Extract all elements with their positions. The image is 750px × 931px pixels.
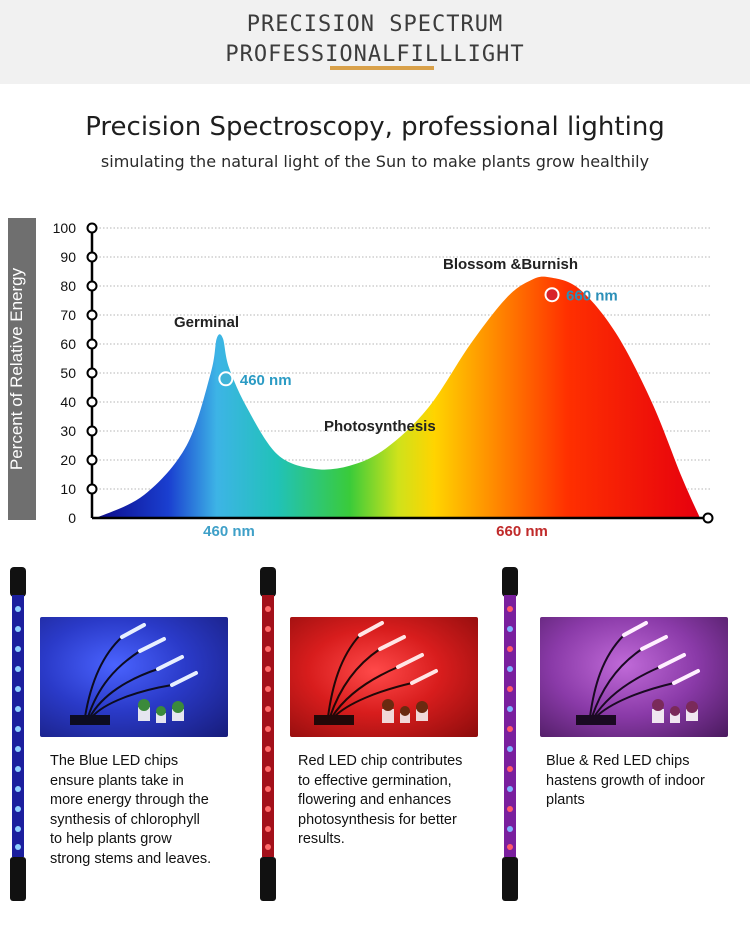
spectrum-area [96, 276, 700, 518]
blue-caption: The Blue LED chips ensure plants take in… [50, 752, 211, 869]
banner-underline [330, 66, 434, 70]
y-axis-label: Percent of Relative Energy [7, 267, 26, 470]
caption-line: The Blue LED chips [50, 753, 179, 769]
caption-line: flowering and enhances [298, 792, 452, 808]
red-led-bar [260, 567, 276, 901]
y-tick-label: 30 [60, 423, 76, 439]
blue-red-led-bar [502, 567, 518, 901]
x-axis-end-marker [702, 512, 714, 524]
banner-line-2: PROFESSIONALFILLLIGHT [225, 42, 525, 67]
y-tick-label: 60 [60, 336, 76, 352]
caption-line: ensure plants take in [50, 772, 184, 789]
led-panels-row: The Blue LED chips ensure plants take in… [0, 565, 750, 925]
caption-line: photosynthesis for better [298, 811, 457, 828]
point-label-660nm: 660 nm [566, 288, 618, 305]
y-tick-label: 90 [60, 249, 76, 265]
germinal-label: Germinal [174, 314, 239, 331]
y-tick-label: 50 [60, 365, 76, 381]
y-axis-label-box [8, 218, 36, 520]
y-tick-marker [86, 251, 98, 263]
banner-line-1: PRECISION SPECTRUM [246, 12, 504, 37]
y-tick-label: 0 [68, 510, 76, 526]
y-tick-label: 40 [60, 394, 76, 410]
caption-line: strong stems and leaves. [50, 850, 212, 867]
point-label-460nm: 460 nm [240, 372, 292, 389]
y-tick-marker [86, 222, 98, 234]
blossom-label: Blossom &Burnish [443, 256, 578, 273]
caption-line: plants [546, 792, 585, 808]
y-tick-label: 20 [60, 452, 76, 468]
blue-red-light-photo [540, 617, 728, 737]
caption-line: more energy through the [50, 792, 209, 808]
page-title: Precision Spectroscopy, professional lig… [85, 112, 665, 142]
y-tick-marker [86, 367, 98, 379]
y-tick-marker [86, 309, 98, 321]
point-660nm [544, 287, 560, 303]
caption-line: hastens growth of indoor [546, 772, 705, 789]
y-tick-label: 100 [53, 220, 77, 236]
y-tick-label: 70 [60, 307, 76, 323]
red-caption: Red LED chip contributes to effective ge… [298, 752, 462, 850]
y-tick-marker [86, 396, 98, 408]
blue-led-bar [10, 567, 26, 901]
y-tick-marker [86, 483, 98, 495]
spectrum-chart: Percent of Relative Energy 100 90 80 70 60 50… [0, 210, 750, 550]
page-subtitle: simulating the natural light of the Sun … [100, 152, 650, 171]
blue-light-photo [40, 617, 228, 737]
title-banner: PRECISION SPECTRUM PROFESSIONALFILLLIGHT [0, 0, 750, 84]
red-light-photo [290, 617, 478, 737]
caption-line: to effective germination, [298, 772, 452, 789]
y-tick-marker [86, 280, 98, 292]
y-tick-label: 80 [60, 278, 76, 294]
spectrum-chart-svg: Percent of Relative Energy 1009080706050… [7, 218, 714, 540]
x-tick-label-460: 460 nm [203, 523, 255, 540]
caption-line: synthesis of chlorophyll [50, 811, 200, 828]
x-tick-label-660: 660 nm [496, 523, 548, 540]
y-tick-marker [86, 425, 98, 437]
blue-red-caption: Blue & Red LED chips hastens growth of i… [546, 752, 705, 811]
caption-line: to help plants grow [50, 831, 172, 847]
caption-line: results. [298, 831, 345, 847]
photosynthesis-label: Photosynthesis [324, 418, 436, 435]
y-tick-marker [86, 338, 98, 350]
y-tick-label: 10 [60, 481, 76, 497]
point-460nm [218, 371, 234, 387]
y-tick-marker [86, 454, 98, 466]
caption-line: Blue & Red LED chips [546, 753, 690, 769]
caption-line: Red LED chip contributes [298, 753, 463, 769]
